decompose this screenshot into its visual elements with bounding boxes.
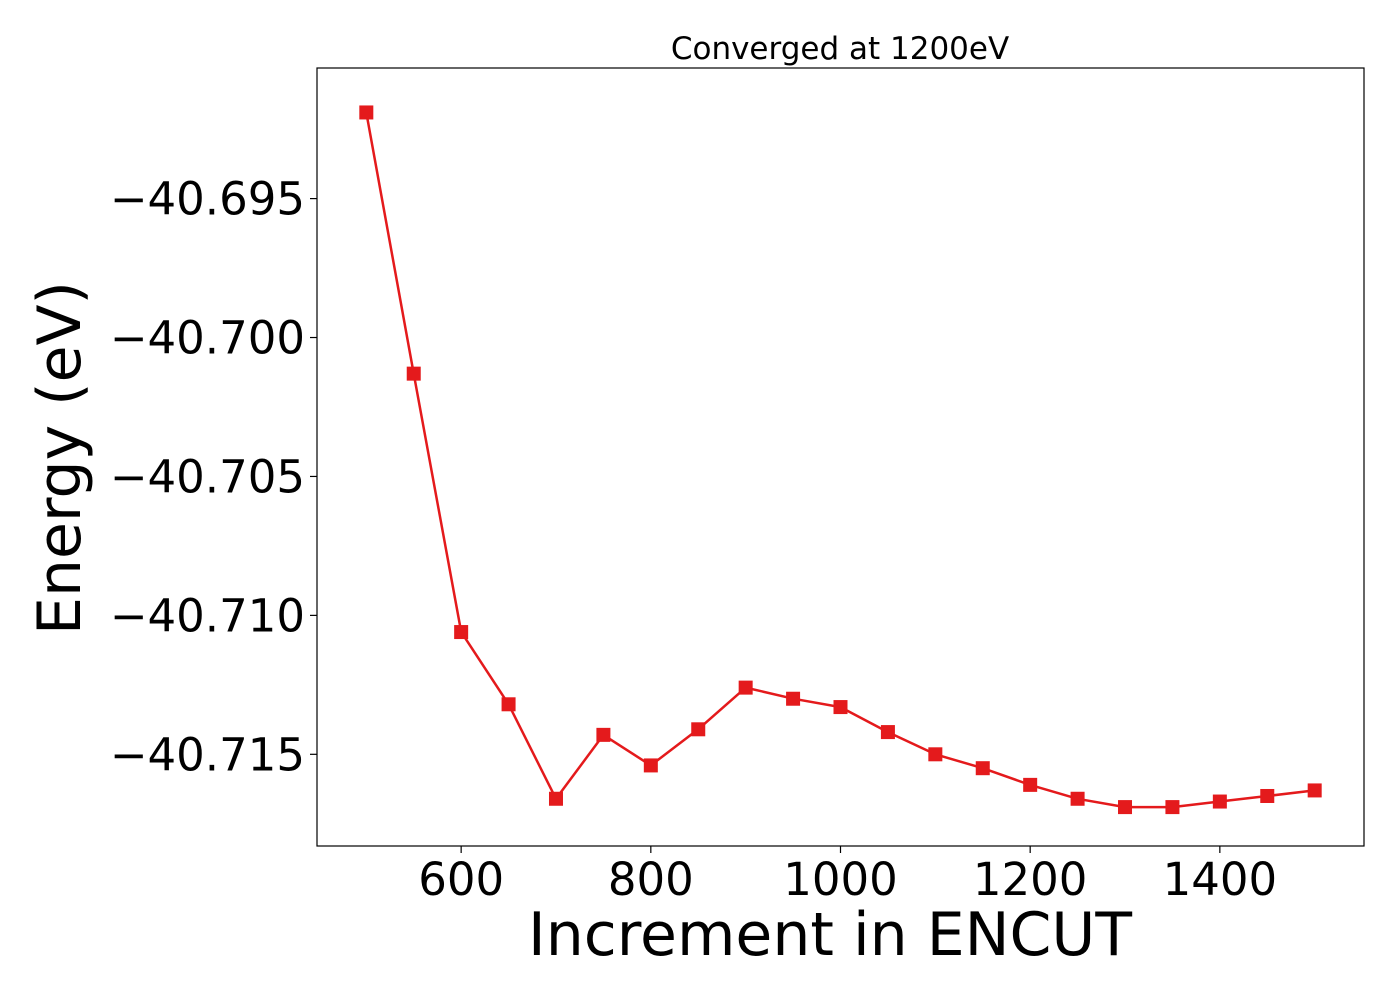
y-tick-label: −40.700 bbox=[110, 312, 305, 365]
chart-title: Converged at 1200eV bbox=[671, 31, 1009, 67]
y-tick-label: −40.715 bbox=[110, 728, 305, 781]
x-axis-ticks: 600 800 1000 1200 1400 bbox=[418, 846, 1277, 906]
data-point-marker bbox=[1165, 800, 1180, 815]
data-point-marker bbox=[1212, 794, 1227, 809]
data-point-marker bbox=[501, 697, 516, 712]
data-point-marker bbox=[975, 761, 990, 776]
data-point-marker bbox=[691, 722, 706, 737]
x-axis-label: Increment in ENCUT bbox=[528, 900, 1132, 970]
data-point-marker bbox=[359, 105, 374, 120]
data-point-marker bbox=[454, 625, 469, 640]
y-tick-label: −40.710 bbox=[110, 589, 305, 642]
data-point-marker bbox=[596, 727, 611, 742]
data-point-marker bbox=[738, 680, 753, 695]
data-point-marker bbox=[548, 791, 563, 806]
x-tick-label: 800 bbox=[608, 853, 694, 906]
data-point-marker bbox=[406, 366, 421, 381]
x-tick-label: 1000 bbox=[783, 853, 898, 906]
y-tick-label: −40.695 bbox=[110, 173, 305, 226]
data-point-marker bbox=[786, 691, 801, 706]
x-tick-label: 600 bbox=[418, 853, 504, 906]
data-point-marker bbox=[833, 700, 848, 715]
plot-area-frame bbox=[316, 67, 1365, 847]
data-point-marker bbox=[928, 747, 943, 762]
x-tick-label: 1400 bbox=[1163, 853, 1278, 906]
x-tick-label: 1200 bbox=[973, 853, 1088, 906]
data-point-marker bbox=[1118, 800, 1133, 815]
y-tick-label: −40.705 bbox=[110, 450, 305, 503]
data-point-marker bbox=[880, 725, 895, 740]
series-layer bbox=[359, 105, 1322, 815]
y-axis-ticks: −40.695 −40.700 −40.705 −40.710 −40.715 bbox=[110, 173, 317, 781]
y-axis-label: Energy (eV) bbox=[25, 281, 95, 635]
data-point-marker bbox=[1307, 783, 1322, 798]
data-point-marker bbox=[643, 758, 658, 773]
data-point-marker bbox=[1070, 791, 1085, 806]
data-point-marker bbox=[1023, 777, 1038, 792]
data-point-marker bbox=[1260, 788, 1275, 803]
